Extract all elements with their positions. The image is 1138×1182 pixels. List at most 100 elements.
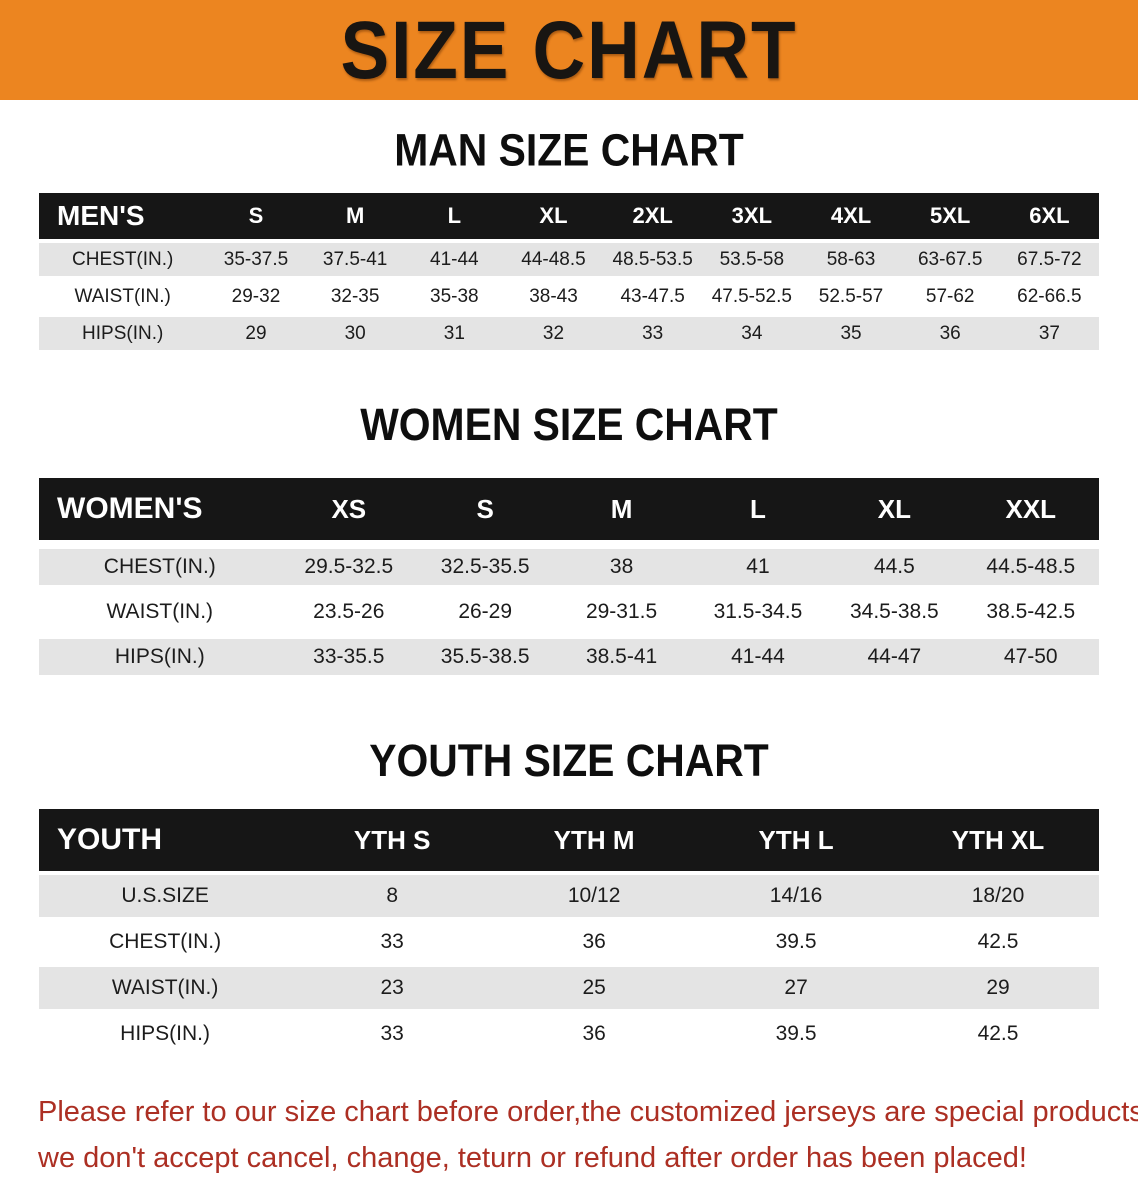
value-cell: 63-67.5: [900, 243, 1000, 276]
men-size-table: MEN'S S M L XL 2XL 3XL 4XL 5XL 6XL CHEST(IN.) 35-37…: [39, 189, 1099, 354]
table-row: U.S.SIZE 8 10/12 14/16 18/20: [39, 875, 1099, 917]
table-row: WAIST(IN.) 29-32 32-35 35-38 38-43 43-47.5 47.…: [39, 280, 1099, 313]
value-cell: 33-35.5: [280, 639, 417, 675]
value-cell: 30: [305, 317, 405, 350]
value-cell: 23: [291, 967, 494, 1009]
value-cell: 37.5-41: [305, 243, 405, 276]
value-cell: 8: [291, 875, 494, 917]
table-header-row: WOMEN'S XS S M L XL XXL: [39, 478, 1099, 540]
value-cell: 39.5: [695, 921, 898, 963]
measure-label-cell: HIPS(IN.): [39, 1013, 292, 1055]
size-header-cell: XXL: [962, 478, 1099, 540]
measure-label-cell: WAIST(IN.): [39, 967, 292, 1009]
value-cell: 36: [493, 921, 696, 963]
value-cell: 44.5-48.5: [962, 549, 1099, 585]
value-cell: 31: [404, 317, 504, 350]
table-title-cell: YOUTH: [39, 809, 292, 871]
size-header-cell: 2XL: [603, 193, 703, 239]
value-cell: 48.5-53.5: [603, 243, 703, 276]
size-header-cell: XS: [280, 478, 417, 540]
measure-label-cell: CHEST(IN.): [39, 243, 207, 276]
table-row: WAIST(IN.) 23 25 27 29: [39, 967, 1099, 1009]
size-header-cell: YTH XL: [897, 809, 1099, 871]
order-note-line-1: Please refer to our size chart before or…: [38, 1096, 1138, 1128]
value-cell: 67.5-72: [999, 243, 1099, 276]
table-row: CHEST(IN.) 29.5-32.5 32.5-35.5 38 41 44.5 44.5…: [39, 549, 1099, 585]
value-cell: 35: [801, 317, 901, 350]
value-cell: 34.5-38.5: [826, 594, 963, 630]
women-size-table: WOMEN'S XS S M L XL XXL CHEST(IN.) 29.5-32.5 32.5…: [39, 469, 1099, 684]
value-cell: 57-62: [900, 280, 1000, 313]
measure-label-cell: WAIST(IN.): [39, 280, 207, 313]
value-cell: 58-63: [801, 243, 901, 276]
table-row: HIPS(IN.) 33-35.5 35.5-38.5 38.5-41 41-44 44-…: [39, 639, 1099, 675]
size-header-cell: L: [404, 193, 504, 239]
size-chart-banner: SIZE CHART: [0, 0, 1138, 100]
value-cell: 33: [603, 317, 703, 350]
value-cell: 43-47.5: [603, 280, 703, 313]
order-note-line-2: we don't accept cancel, change, teturn o…: [38, 1142, 1027, 1175]
value-cell: 44.5: [826, 549, 963, 585]
table-row: CHEST(IN.) 33 36 39.5 42.5: [39, 921, 1099, 963]
value-cell: 35-37.5: [206, 243, 306, 276]
value-cell: 38.5-42.5: [962, 594, 1099, 630]
value-cell: 62-66.5: [999, 280, 1099, 313]
size-header-cell: L: [689, 478, 827, 540]
value-cell: 32.5-35.5: [416, 549, 554, 585]
value-cell: 14/16: [695, 875, 898, 917]
value-cell: 18/20: [897, 875, 1099, 917]
value-cell: 33: [291, 1013, 494, 1055]
value-cell: 47-50: [962, 639, 1099, 675]
value-cell: 31.5-34.5: [689, 594, 827, 630]
size-header-cell: YTH L: [695, 809, 898, 871]
measure-label-cell: HIPS(IN.): [39, 317, 207, 350]
youth-size-table: YOUTH YTH S YTH M YTH L YTH XL U.S.SIZE 8 10/12…: [39, 805, 1099, 1059]
size-header-cell: 4XL: [801, 193, 901, 239]
value-cell: 23.5-26: [280, 594, 417, 630]
value-cell: 53.5-58: [702, 243, 802, 276]
table-row: WAIST(IN.) 23.5-26 26-29 29-31.5 31.5-34.5 34…: [39, 594, 1099, 630]
value-cell: 35.5-38.5: [416, 639, 554, 675]
value-cell: 29-31.5: [553, 594, 690, 630]
size-header-cell: 3XL: [702, 193, 802, 239]
value-cell: 37: [999, 317, 1099, 350]
value-cell: 52.5-57: [801, 280, 901, 313]
value-cell: 29: [897, 967, 1099, 1009]
size-header-cell: XL: [826, 478, 963, 540]
value-cell: 36: [900, 317, 1000, 350]
value-cell: 44-48.5: [503, 243, 604, 276]
value-cell: 41-44: [689, 639, 827, 675]
table-header-row: MEN'S S M L XL 2XL 3XL 4XL 5XL 6XL: [39, 193, 1099, 239]
value-cell: 34: [702, 317, 802, 350]
value-cell: 38.5-41: [553, 639, 690, 675]
table-row: HIPS(IN.) 33 36 39.5 42.5: [39, 1013, 1099, 1055]
value-cell: 36: [493, 1013, 696, 1055]
size-header-cell: XL: [503, 193, 604, 239]
value-cell: 29: [206, 317, 306, 350]
table-header-row: YOUTH YTH S YTH M YTH L YTH XL: [39, 809, 1099, 871]
size-header-cell: S: [206, 193, 306, 239]
measure-label-cell: HIPS(IN.): [39, 639, 281, 675]
value-cell: 29.5-32.5: [280, 549, 417, 585]
table-row: HIPS(IN.) 29 30 31 32 33 34 35 36 37: [39, 317, 1099, 350]
size-header-cell: YTH S: [291, 809, 494, 871]
measure-label-cell: U.S.SIZE: [39, 875, 292, 917]
value-cell: 32: [503, 317, 604, 350]
value-cell: 35-38: [404, 280, 504, 313]
size-header-cell: YTH M: [493, 809, 696, 871]
value-cell: 41-44: [404, 243, 504, 276]
value-cell: 38-43: [503, 280, 604, 313]
value-cell: 33: [291, 921, 494, 963]
value-cell: 26-29: [416, 594, 554, 630]
value-cell: 32-35: [305, 280, 405, 313]
measure-label-cell: CHEST(IN.): [39, 549, 281, 585]
value-cell: 27: [695, 967, 898, 1009]
value-cell: 41: [689, 549, 827, 585]
size-header-cell: 6XL: [999, 193, 1099, 239]
order-note: Please refer to our size chart before or…: [38, 1089, 1138, 1182]
value-cell: 44-47: [826, 639, 963, 675]
value-cell: 10/12: [493, 875, 696, 917]
man-section-heading: MAN SIZE CHART: [394, 125, 744, 176]
value-cell: 29-32: [206, 280, 306, 313]
size-header-cell: 5XL: [900, 193, 1000, 239]
